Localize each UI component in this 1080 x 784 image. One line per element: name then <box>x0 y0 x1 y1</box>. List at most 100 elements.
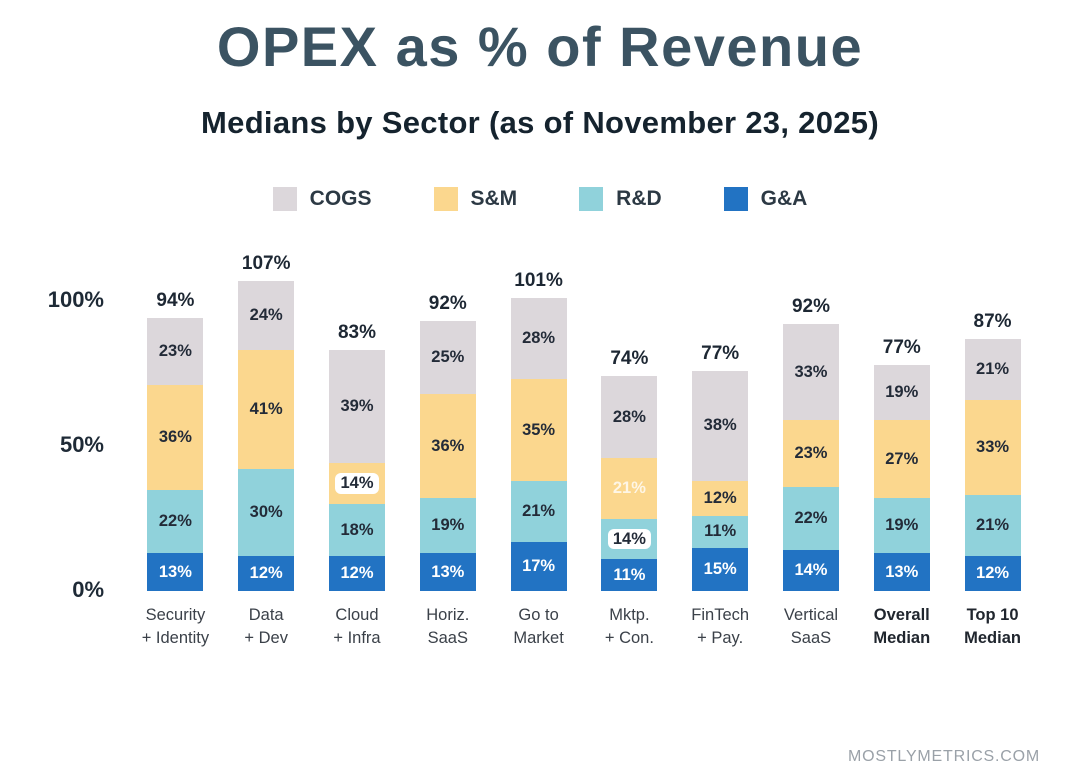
rd-swatch-icon <box>579 187 604 211</box>
legend-label-ga: G&A <box>760 187 808 210</box>
watermark: MOSTLYMETRICS.COM <box>848 748 1040 765</box>
segment-label: 36% <box>158 427 192 446</box>
segment-label: 23% <box>158 342 192 361</box>
bar-segment-sm: 36% <box>147 385 204 490</box>
cogs-swatch-icon <box>272 187 297 211</box>
bar-segment-sm: 21% <box>601 457 658 519</box>
segment-label: 12% <box>249 564 283 583</box>
bar-segment-sm: 33% <box>964 399 1021 496</box>
bar-group: 77% 19% 27% 19% 13% Overall Median <box>856 245 947 650</box>
bar-segment-rd: 14% <box>601 518 658 560</box>
bar-segment-sm: 23% <box>782 419 839 487</box>
segment-label: 21% <box>612 478 646 497</box>
bar-stack: 24% 41% 30% 12% <box>238 280 295 591</box>
bar-area: 92% 33% 23% 22% 14% <box>782 245 839 591</box>
segment-label: 28% <box>522 329 556 348</box>
sm-swatch-icon <box>433 187 458 211</box>
bar-total-label: 74% <box>610 348 649 370</box>
bar-segment-cogs: 28% <box>510 298 567 380</box>
x-axis-label-line: Top 10 <box>966 606 1019 624</box>
bar-segment-rd: 18% <box>328 504 385 557</box>
segment-label: 14% <box>794 561 828 580</box>
x-axis-label-line: + Pay. <box>697 629 744 648</box>
bar-stack: 25% 36% 19% 13% <box>419 321 476 591</box>
x-axis-label-line: Market <box>513 629 564 648</box>
bar-segment-cogs: 33% <box>782 324 839 420</box>
y-axis-tick: 50% <box>59 432 104 457</box>
segment-label: 14% <box>335 473 379 495</box>
bar-area: 92% 25% 36% 19% 13% <box>419 245 476 591</box>
y-axis-tick: 0% <box>72 577 104 602</box>
bar-stack: 23% 36% 22% 13% <box>147 318 204 591</box>
bar-segment-rd: 30% <box>238 469 295 557</box>
bar-segment-ga: 14% <box>782 550 839 591</box>
x-axis-label: Cloud + Infra <box>333 604 380 650</box>
bar-segment-cogs: 38% <box>692 370 749 481</box>
bar-area: 77% 38% 12% 11% 15% <box>692 245 749 591</box>
x-axis-label-line: FinTech <box>691 606 750 624</box>
segment-label: 12% <box>703 488 737 507</box>
bar-segment-ga: 12% <box>964 556 1021 591</box>
bar-segment-ga: 13% <box>419 553 476 591</box>
x-axis-label-line: Cloud <box>335 606 379 624</box>
bar-area: 101% 28% 35% 21% 17% <box>510 245 567 591</box>
x-axis-label-line: SaaS <box>790 629 832 648</box>
legend-item-rd: R&D <box>579 187 662 211</box>
bar-area: 94% 23% 36% 22% 13% <box>147 245 204 591</box>
segment-label: 18% <box>340 520 374 539</box>
legend-label-cogs: COGS <box>309 187 372 210</box>
bar-segment-sm: 14% <box>328 463 385 505</box>
bar-segment-sm: 27% <box>873 419 930 499</box>
bar-segment-cogs: 28% <box>601 376 658 458</box>
bar-total-label: 101% <box>514 270 563 292</box>
segment-label: 14% <box>607 528 651 550</box>
bar-segment-cogs: 24% <box>238 280 295 351</box>
segment-label: 35% <box>522 420 556 439</box>
bar-segment-cogs: 19% <box>873 364 930 420</box>
bar-total-label: 94% <box>156 290 195 312</box>
segment-label: 19% <box>431 516 465 535</box>
x-axis-label: Mktp. + Con. <box>605 604 654 650</box>
x-axis-label-line: + Infra <box>333 629 381 648</box>
plot: 94% 23% 36% 22% 13% Security + Identity 107% 24%… <box>130 245 1038 650</box>
page-subtitle: Medians by Sector (as of November 23, 20… <box>201 105 879 140</box>
bar-stack: 28% 21% 14% 11% <box>601 376 658 591</box>
segment-label: 19% <box>885 382 919 401</box>
x-axis-label: Horiz. SaaS <box>426 604 469 650</box>
y-axis-tick: 100% <box>47 287 104 312</box>
bar-group: 83% 39% 14% 18% 12% Cloud + Infra <box>312 245 403 650</box>
legend-label-rd: R&D <box>616 187 662 210</box>
segment-label: 17% <box>522 556 556 575</box>
bar-segment-rd: 22% <box>147 489 204 554</box>
segment-label: 13% <box>885 562 919 581</box>
bar-group: 94% 23% 36% 22% 13% Security + Identity <box>130 245 221 650</box>
bar-segment-ga: 15% <box>692 547 749 591</box>
bar-segment-rd: 22% <box>782 486 839 551</box>
bar-area: 107% 24% 41% 30% 12% <box>238 245 295 591</box>
x-axis-label: Go to Market <box>513 604 563 650</box>
bar-stack: 33% 23% 22% 14% <box>782 324 839 591</box>
x-axis-label: Data + Dev <box>244 604 288 650</box>
segment-label: 33% <box>976 437 1010 456</box>
x-axis-label-line: Vertical <box>783 606 839 624</box>
segment-label: 11% <box>704 522 737 541</box>
bar-area: 77% 19% 27% 19% 13% <box>873 245 930 591</box>
x-axis-label-line: Overall <box>873 606 930 624</box>
page-title: OPEX as % of Revenue <box>216 15 864 78</box>
bar-segment-cogs: 21% <box>964 338 1021 400</box>
bar-segment-rd: 19% <box>419 498 476 554</box>
x-axis-label-line: + Con. <box>604 629 654 648</box>
x-axis-label-line: Median <box>873 629 931 648</box>
bar-stack: 19% 27% 19% 13% <box>873 364 930 591</box>
bar-segment-cogs: 23% <box>147 318 204 386</box>
x-axis-label: Top 10 Median <box>964 604 1021 650</box>
x-axis-label-line: Security <box>145 606 206 624</box>
segment-label: 13% <box>158 562 192 581</box>
bar-group: 87% 21% 33% 21% 12% Top 10 Median <box>947 245 1038 650</box>
bar-group: 107% 24% 41% 30% 12% Data + Dev <box>221 245 312 650</box>
bar-stack: 28% 35% 21% 17% <box>510 298 567 591</box>
segment-label: 15% <box>703 559 737 578</box>
segment-label: 27% <box>885 449 919 468</box>
bar-segment-ga: 13% <box>147 553 204 591</box>
segment-label: 21% <box>522 501 556 520</box>
